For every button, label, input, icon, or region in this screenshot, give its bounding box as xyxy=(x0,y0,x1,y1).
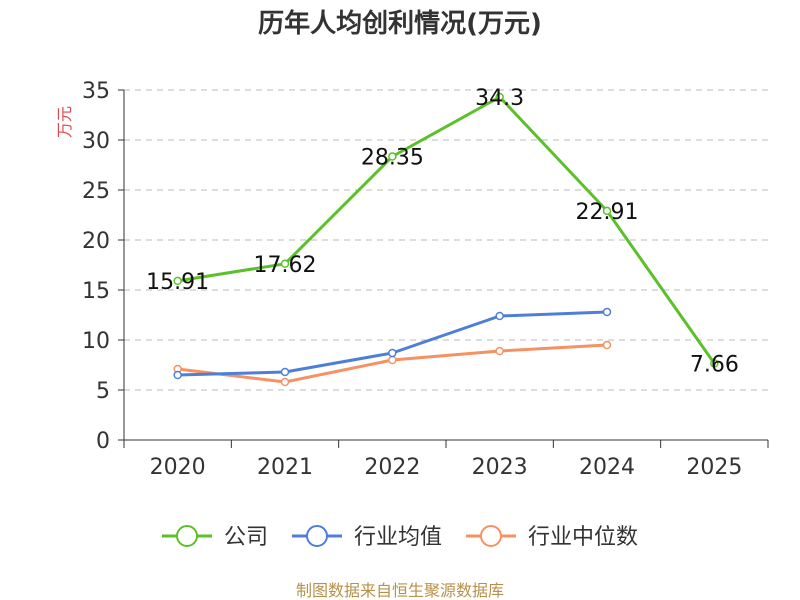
series-2 xyxy=(173,340,612,387)
data-point[interactable] xyxy=(495,92,504,102)
data-point[interactable] xyxy=(173,370,182,380)
data-point[interactable] xyxy=(602,307,612,317)
x-tick-label: 2022 xyxy=(364,455,420,480)
y-tick-label: 15 xyxy=(82,279,110,304)
legend-item[interactable]: 行业均值 xyxy=(292,525,442,550)
data-labels: 15.91 17.62 28.35 34.3 22.91 7.66 xyxy=(146,86,739,377)
legend-label: 行业中位数 xyxy=(528,525,638,550)
legend-swatch-marker xyxy=(480,525,502,547)
grid-lines xyxy=(124,89,768,391)
legend[interactable]: 公司 行业均值 行业中位数 xyxy=(162,525,638,550)
x-tick-label: 2020 xyxy=(150,455,206,480)
data-point[interactable] xyxy=(710,359,719,368)
source-note: 制图数据来自恒生聚源数据库 xyxy=(296,581,504,600)
data-point[interactable] xyxy=(602,340,612,350)
x-tick-label: 2023 xyxy=(472,455,528,480)
legend-item[interactable]: 行业中位数 xyxy=(466,525,638,550)
data-label: 34.3 xyxy=(475,86,524,111)
y-axis-label: 万元 xyxy=(55,106,74,138)
x-tick-label: 2021 xyxy=(257,455,313,480)
y-tick-label: 30 xyxy=(82,129,110,154)
y-tick-label: 35 xyxy=(82,79,110,104)
data-label: 28.35 xyxy=(361,146,424,171)
data-label: 22.91 xyxy=(576,200,639,225)
series-1 xyxy=(173,307,612,380)
series-0 xyxy=(173,92,719,368)
series-line xyxy=(177,310,608,377)
x-tick-label: 2024 xyxy=(579,455,635,480)
chart-title: 历年人均创利情况(万元) xyxy=(258,8,542,39)
series-line xyxy=(177,95,716,365)
data-point[interactable] xyxy=(173,276,182,286)
legend-swatch-marker xyxy=(176,525,198,547)
data-point[interactable] xyxy=(388,355,397,365)
y-tick-label: 0 xyxy=(96,429,110,454)
y-tick-label: 5 xyxy=(96,379,110,404)
data-label: 15.91 xyxy=(146,270,209,295)
y-tick-label: 25 xyxy=(82,179,110,204)
data-point[interactable] xyxy=(495,311,504,321)
series-group xyxy=(173,92,719,387)
data-point[interactable] xyxy=(280,377,290,387)
data-point[interactable] xyxy=(495,346,504,356)
data-point[interactable] xyxy=(280,367,290,377)
data-label: 17.62 xyxy=(254,253,317,278)
data-point[interactable] xyxy=(280,259,290,269)
x-tick-label: 2025 xyxy=(686,455,742,480)
data-point[interactable] xyxy=(602,206,612,216)
legend-label: 公司 xyxy=(224,525,268,550)
legend-swatch-marker xyxy=(306,525,328,547)
legend-label: 行业均值 xyxy=(354,525,442,550)
data-point[interactable] xyxy=(388,348,397,358)
legend-item[interactable]: 公司 xyxy=(162,525,268,550)
data-point[interactable] xyxy=(388,152,397,161)
data-label: 7.66 xyxy=(690,352,739,377)
y-tick-label: 10 xyxy=(82,329,110,354)
y-tick-label: 20 xyxy=(82,229,110,254)
